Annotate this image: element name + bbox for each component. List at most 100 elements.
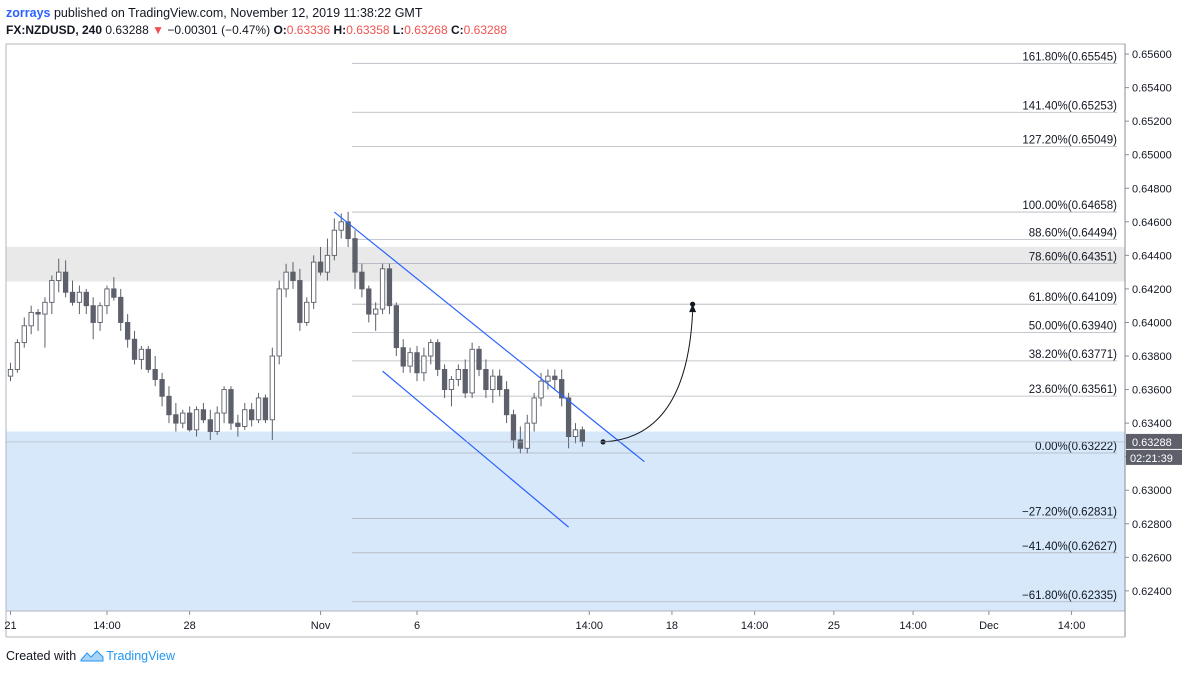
projection-arrowhead-icon [689, 304, 697, 313]
candle-body-down [228, 389, 234, 424]
candle-body-up [490, 375, 496, 391]
countdown-label: 02:21:39 [1130, 453, 1173, 465]
candle [152, 356, 158, 387]
candle [290, 262, 296, 289]
candle-body-down [35, 311, 41, 315]
tradingview-brand-link[interactable]: TradingView [106, 649, 175, 663]
price-tick-label: 0.65000 [1132, 150, 1172, 162]
candle-body-up [324, 254, 331, 273]
countdown-tag [1126, 449, 1182, 465]
candle [441, 364, 448, 398]
candle-body-down [152, 368, 158, 380]
candle [352, 230, 358, 289]
current-price-label: 0.63288 [1132, 437, 1172, 449]
candle [545, 369, 551, 390]
candle [517, 426, 524, 454]
price-tick-label: 0.64600 [1132, 217, 1172, 229]
candle-body-down [414, 352, 420, 374]
candle [180, 409, 186, 429]
candle-body-up [255, 397, 262, 421]
candle-body-down [503, 389, 510, 416]
candle-body-down [159, 379, 165, 397]
time-tick-label: 21 [4, 620, 16, 632]
price-tick-label: 0.62400 [1132, 586, 1172, 598]
price-tick-label: 0.65200 [1132, 116, 1172, 128]
candle [490, 369, 496, 403]
candle-body-up [28, 311, 34, 327]
candle [42, 297, 48, 348]
candle-body-down [118, 296, 124, 323]
candle-body-up [373, 308, 379, 315]
candle-body-up [14, 342, 21, 370]
candle-body-down [248, 409, 255, 421]
candle-body-up [331, 229, 337, 256]
candle-body-down [207, 419, 213, 432]
open-label: O: [273, 23, 287, 37]
candle-body-up [469, 348, 475, 394]
low-value: 0.63268 [404, 23, 448, 37]
price-tick-label: 0.63000 [1132, 485, 1172, 497]
symbol-label[interactable]: FX:NZDUSD, 240 [6, 23, 103, 37]
candle [469, 342, 475, 398]
candle [483, 359, 489, 398]
candle [242, 402, 248, 430]
candle [297, 268, 303, 331]
candle-body-down [69, 291, 76, 303]
candle-body-down [400, 347, 406, 367]
candle [269, 347, 275, 440]
candle [400, 339, 406, 373]
candle [7, 362, 14, 382]
candle-body-up [276, 288, 282, 357]
candle-body-up [21, 325, 27, 344]
time-tick-label: 25 [828, 620, 840, 632]
candle [497, 369, 503, 397]
fib-level-label: 61.80%(0.64109) [1029, 292, 1117, 304]
fib-level-label: −41.40%(0.62627) [1022, 541, 1117, 553]
candle-body-down [200, 409, 207, 421]
candle [524, 414, 530, 454]
candle-body-up [448, 379, 455, 391]
candle-body-up [221, 389, 227, 414]
time-tick-label: 28 [184, 620, 196, 632]
candle-body-up [407, 352, 413, 367]
fib-level-label: 161.80%(0.65545) [1022, 51, 1117, 63]
candle-body-up [304, 301, 310, 323]
candle-body-down [386, 268, 393, 307]
fib-level-label: −27.20%(0.62831) [1022, 507, 1117, 519]
candle-body-down [317, 261, 324, 273]
candle [214, 406, 220, 435]
price-tick-label: 0.63800 [1132, 351, 1172, 363]
candle [104, 285, 110, 315]
open-value: 0.63336 [286, 23, 331, 37]
price-tick-label: 0.63400 [1132, 418, 1172, 430]
candle-body-down [510, 414, 517, 441]
candle-body-down [345, 221, 351, 240]
candle-body-down [552, 375, 558, 380]
author-link[interactable]: zorrays [6, 6, 51, 20]
candle [317, 246, 324, 276]
fib-level-label: 38.20%(0.63771) [1029, 349, 1117, 361]
candle [255, 392, 262, 424]
candle [262, 394, 269, 424]
channel-upper-line [333, 211, 645, 463]
price-tick-label: 0.64000 [1132, 317, 1172, 329]
time-tick-label: Dec [979, 620, 999, 632]
candle [462, 359, 468, 398]
supply-zone [6, 246, 1125, 282]
candle-body-up [421, 355, 427, 374]
fib-level-label: 78.60%(0.64351) [1029, 252, 1117, 264]
candle-body-down [441, 368, 448, 391]
fib-level-label: 141.40%(0.65253) [1022, 100, 1117, 112]
candle [579, 426, 586, 447]
projection-curve [603, 312, 694, 443]
candle-body-up [242, 409, 248, 427]
candle [145, 345, 151, 373]
fib-level-label: −61.80%(0.62335) [1022, 590, 1117, 602]
time-tick-label: 14:00 [575, 620, 603, 632]
candle-body-up [56, 271, 62, 281]
candle-body-down [290, 271, 296, 281]
candle-body-up [531, 397, 537, 424]
fib-level-label: 100.00%(0.64658) [1022, 200, 1117, 212]
channel-lower-line [382, 370, 569, 528]
